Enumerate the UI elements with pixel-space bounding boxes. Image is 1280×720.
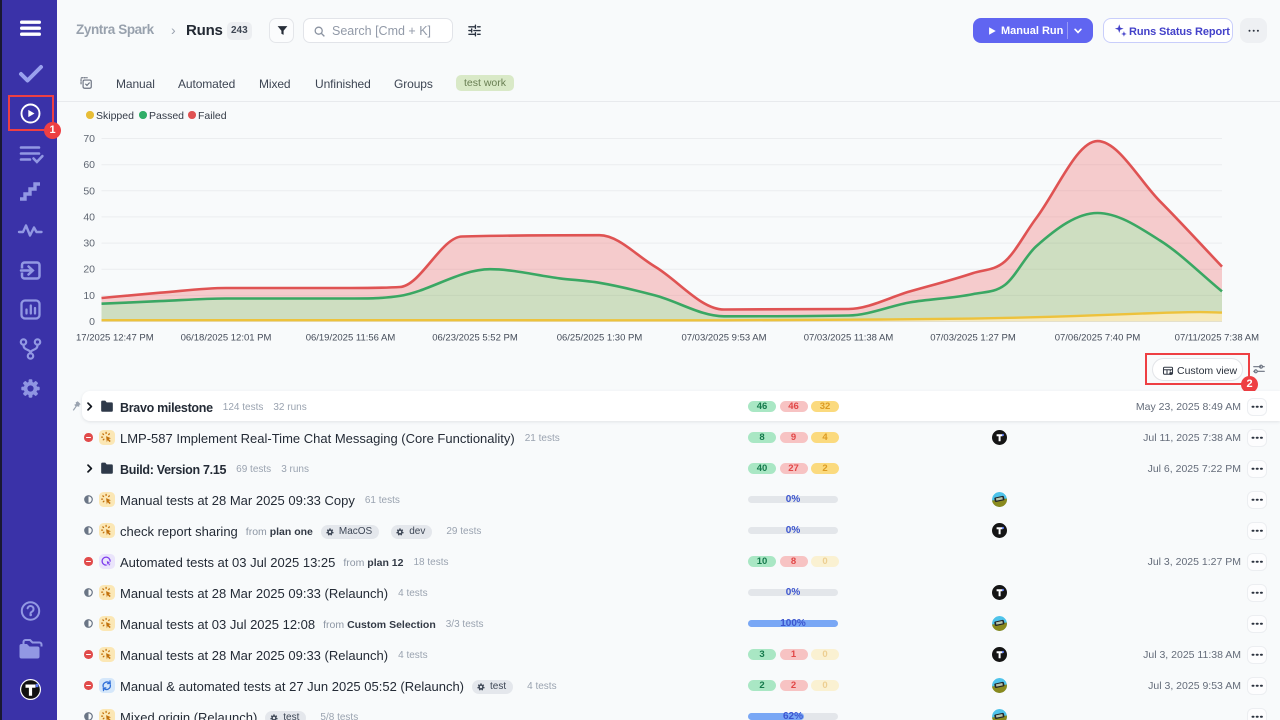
svg-text:40: 40 <box>83 211 95 223</box>
svg-text:30: 30 <box>83 238 95 250</box>
svg-text:60: 60 <box>83 159 95 171</box>
svg-text:06/19/2025 11:56 AM: 06/19/2025 11:56 AM <box>306 333 396 344</box>
svg-text:10: 10 <box>83 290 95 302</box>
svg-text:07/03/2025 9:53 AM: 07/03/2025 9:53 AM <box>681 333 766 344</box>
svg-text:06/23/2025 5:52 PM: 06/23/2025 5:52 PM <box>432 333 518 344</box>
svg-text:50: 50 <box>83 185 95 197</box>
svg-text:0: 0 <box>89 316 95 328</box>
svg-text:06/18/2025 12:01 PM: 06/18/2025 12:01 PM <box>181 333 272 344</box>
svg-text:17/2025 12:47 PM: 17/2025 12:47 PM <box>76 333 154 344</box>
svg-text:07/11/2025 7:38 AM: 07/11/2025 7:38 AM <box>1175 333 1259 344</box>
svg-text:20: 20 <box>83 264 95 276</box>
svg-text:07/06/2025 7:40 PM: 07/06/2025 7:40 PM <box>1055 333 1141 344</box>
svg-text:70: 70 <box>83 133 95 145</box>
svg-text:07/03/2025 11:38 AM: 07/03/2025 11:38 AM <box>804 333 894 344</box>
svg-text:07/03/2025 1:27 PM: 07/03/2025 1:27 PM <box>930 333 1016 344</box>
svg-text:06/25/2025 1:30 PM: 06/25/2025 1:30 PM <box>557 333 643 344</box>
